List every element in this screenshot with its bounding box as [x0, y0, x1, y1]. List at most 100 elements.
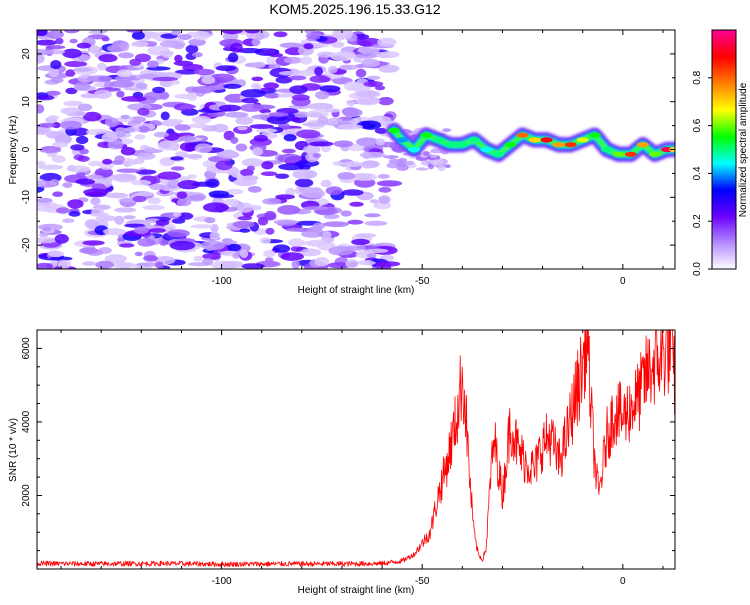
colorbar-cell [712, 139, 736, 143]
colorbar-cell [712, 51, 736, 55]
x-tick-label: 0 [620, 576, 626, 587]
spectrogram-y-axis: -20 -10 0 10 20 [21, 29, 675, 270]
colorbar-cell [712, 97, 736, 101]
noise-blob [51, 155, 66, 163]
noise-blob [169, 240, 196, 251]
noise-blob [174, 54, 183, 63]
spectrogram-x-axis: -100 -50 0 [60, 30, 664, 287]
signal-peak [480, 146, 493, 153]
colorbar-cell [712, 61, 736, 65]
colorbar-cell [712, 227, 736, 230]
signal-peak [588, 132, 601, 138]
noise-blob [332, 30, 354, 39]
noise-blob [222, 149, 236, 158]
noise-blob [180, 104, 197, 109]
colorbar-cell [712, 205, 736, 208]
noise-blob [416, 167, 429, 171]
colorbar-cell [712, 41, 736, 45]
noise-blob [378, 64, 400, 73]
colorbar-cell [712, 249, 736, 252]
noise-blob [356, 233, 377, 238]
colorbar-ticks: 0.0 0.2 0.4 0.6 0.8 [692, 70, 712, 276]
colorbar-cell [712, 143, 736, 147]
noise-blob [202, 258, 214, 265]
noise-blob [84, 219, 99, 229]
colorbar-tick-label: 0.8 [692, 70, 703, 84]
noise-blob [37, 39, 57, 46]
noise-blob [76, 170, 86, 179]
signal-peak [612, 151, 625, 157]
colorbar-cell [712, 67, 736, 71]
colorbar-cell [712, 247, 736, 250]
noise-blob [109, 80, 135, 88]
noise-blob [342, 108, 363, 118]
noise-blob [264, 92, 281, 99]
colorbar-cell [712, 187, 736, 190]
noise-blob [116, 90, 125, 98]
noise-blob [88, 30, 106, 35]
noise-blob [120, 114, 130, 120]
noise-blob [338, 64, 359, 71]
noise-blob [312, 222, 326, 230]
noise-blob [290, 246, 303, 252]
noise-blob [114, 155, 125, 164]
x-tick-label: -50 [415, 576, 430, 587]
noise-blob [263, 250, 276, 258]
noise-blob [46, 30, 64, 39]
noise-blob [346, 99, 355, 107]
noise-blob [266, 115, 291, 125]
noise-blob [324, 108, 341, 113]
colorbar-cell [712, 99, 736, 103]
noise-blob [301, 230, 324, 238]
noise-blob [120, 96, 147, 102]
colorbar-cell [712, 107, 736, 111]
noise-blob [277, 205, 300, 215]
noise-blob [95, 260, 114, 269]
colorbar-cell [712, 161, 736, 165]
snr-x-axis: -100 -50 0 [60, 330, 664, 587]
noise-blob [149, 120, 162, 126]
snr-frame [36, 329, 676, 570]
noise-blob [88, 160, 102, 167]
noise-blob [185, 44, 199, 54]
noise-blob [285, 227, 306, 232]
noise-blob [118, 243, 135, 248]
noise-blob [252, 147, 264, 156]
noise-blob [137, 152, 156, 160]
noise-blob [194, 143, 213, 153]
noise-blob [273, 31, 288, 38]
noise-blob [235, 143, 248, 152]
signal-peak [552, 142, 565, 148]
colorbar-cell [712, 197, 736, 200]
noise-blob [66, 165, 91, 173]
noise-blob [143, 255, 159, 262]
noise-blob [303, 145, 321, 154]
noise-blob [340, 210, 352, 217]
noise-blob [192, 115, 212, 124]
noise-blob [176, 198, 192, 207]
colorbar-gradient [712, 30, 736, 270]
colorbar-cell [712, 169, 736, 173]
noise-blob [314, 257, 330, 267]
noise-blob [259, 108, 271, 114]
noise-blob [152, 86, 166, 94]
y-tick-label: -10 [21, 190, 32, 205]
noise-blob [82, 240, 105, 246]
noise-blob [280, 252, 304, 261]
y-tick-label: 10 [21, 96, 32, 108]
noise-blob [164, 223, 176, 232]
signal-peak [648, 151, 661, 157]
signal-peak [504, 142, 517, 148]
colorbar-cell [712, 43, 736, 47]
noise-blob [69, 38, 78, 44]
signal-peak [420, 132, 433, 138]
noise-blob [52, 141, 69, 148]
noise-blob [134, 251, 143, 257]
noise-blob [380, 51, 400, 59]
noise-blob [230, 136, 239, 144]
noise-blob [102, 158, 113, 165]
colorbar-cell [712, 215, 736, 218]
noise-blob [309, 141, 334, 147]
colorbar-cell [712, 159, 736, 163]
